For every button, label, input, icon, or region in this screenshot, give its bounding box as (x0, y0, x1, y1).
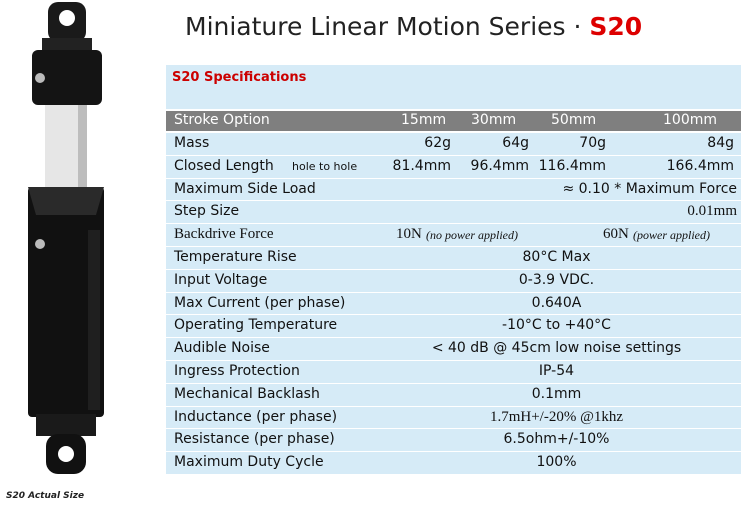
table-cell: 0.01mm (687, 203, 737, 220)
row-label: Resistance (per phase) (174, 431, 335, 447)
row-label: Mass (174, 135, 209, 151)
table-cell: 6.5ohm+/-10% (372, 431, 741, 447)
table-cell: < 40 dB @ 45cm low noise settings (372, 340, 741, 356)
row-label: Maximum Side Load (174, 181, 316, 197)
row-label: Backdrive Force (174, 226, 274, 243)
table-cell: (power applied) (633, 228, 710, 243)
column-header: 50mm (551, 112, 596, 128)
row-label: Step Size (174, 203, 239, 219)
table-cell: 100% (372, 454, 741, 470)
header-row: Stroke Option 15mm 30mm 50mm 100mm (166, 111, 741, 131)
page-title: Miniature Linear Motion Series · S20 (185, 12, 642, 41)
table-row: Maximum Side Load ≈ 0.10 * Maximum Force (166, 179, 741, 201)
table-cell: 60N (603, 226, 629, 243)
row-label: Ingress Protection (174, 363, 300, 379)
table-cell: 70g (579, 135, 606, 151)
row-label: Input Voltage (174, 272, 267, 288)
table-row: Operating Temperature -10°C to +40°C (166, 315, 741, 337)
table-cell: 0-3.9 VDC. (372, 272, 741, 288)
row-label: Maximum Duty Cycle (174, 454, 324, 470)
table-row: Maximum Duty Cycle 100% (166, 452, 741, 474)
row-label: Inductance (per phase) (174, 409, 337, 425)
row-label: Mechanical Backlash (174, 386, 320, 402)
table-row: Step Size 0.01mm (166, 201, 741, 223)
row-label: Operating Temperature (174, 317, 337, 333)
table-cell: 0.640A (372, 295, 741, 311)
table-row: Ingress Protection IP-54 (166, 361, 741, 383)
table-row: Temperature Rise 80°C Max (166, 247, 741, 269)
table-cell: 1.7mH+/-20% @1khz (372, 409, 741, 426)
table-cell: (no power applied) (426, 228, 518, 243)
table-cell: -10°C to +40°C (372, 317, 741, 333)
table-cell: 81.4mm (393, 158, 451, 174)
table-cell: 116.4mm (539, 158, 606, 174)
table-heading: S20 Specifications (172, 70, 306, 85)
table-cell: IP-54 (372, 363, 741, 379)
table-cell: ≈ 0.10 * Maximum Force (562, 181, 737, 197)
table-row: Closed Length hole to hole 81.4mm 96.4mm 116… (166, 156, 741, 178)
table-row: Mass 62g 64g 70g 84g (166, 133, 741, 155)
table-row: Input Voltage 0-3.9 VDC. (166, 270, 741, 292)
model-name: S20 (589, 12, 642, 41)
table-cell: 0.1mm (372, 386, 741, 402)
row-label: Audible Noise (174, 340, 270, 356)
table-row: Resistance (per phase) 6.5ohm+/-10% (166, 429, 741, 451)
table-row: Audible Noise < 40 dB @ 45cm low noise se… (166, 338, 741, 360)
table-row: Inductance (per phase) 1.7mH+/-20% @1khz (166, 407, 741, 429)
table-row: Mechanical Backlash 0.1mm (166, 384, 741, 406)
column-header: Stroke Option (174, 112, 270, 128)
table-row: Max Current (per phase) 0.640A (166, 293, 741, 315)
table-cell: 62g (424, 135, 451, 151)
page: S20 Actual Size Miniature Linear Motion … (0, 0, 741, 508)
row-label: Max Current (per phase) (174, 295, 345, 311)
column-header: 30mm (471, 112, 516, 128)
row-label: Closed Length (174, 158, 274, 174)
table-cell: 84g (707, 135, 734, 151)
row-label: Temperature Rise (174, 249, 297, 265)
table-cell: 166.4mm (667, 158, 734, 174)
table-cell: 64g (502, 135, 529, 151)
actuator-image (0, 0, 150, 490)
column-header: 100mm (663, 112, 717, 128)
title-text: Miniature Linear Motion Series · (185, 12, 589, 41)
image-caption: S20 Actual Size (6, 491, 84, 501)
table-cell: 96.4mm (471, 158, 529, 174)
table-cell: 80°C Max (372, 249, 741, 265)
table-cell: 10N (396, 226, 422, 243)
table-row: Backdrive Force 10N (no power applied) 60N (… (166, 224, 741, 246)
column-header: 15mm (401, 112, 446, 128)
row-note: hole to hole (292, 160, 357, 173)
